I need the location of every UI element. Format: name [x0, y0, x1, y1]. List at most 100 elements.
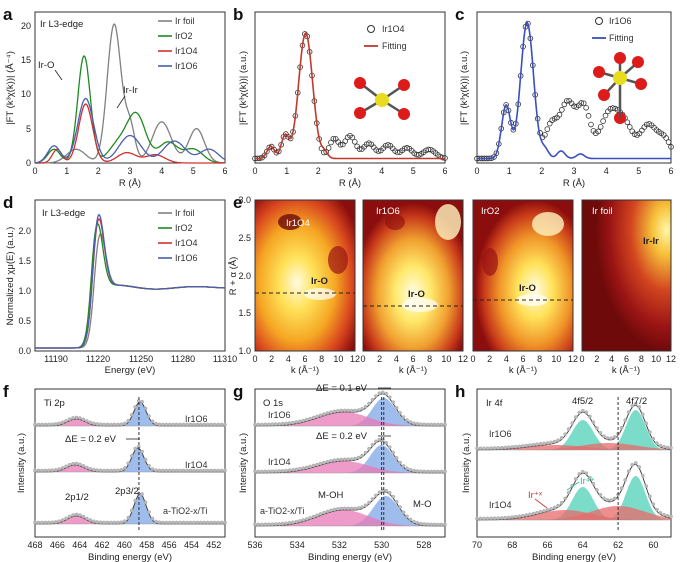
fitting-line: [255, 31, 445, 160]
data-point: [597, 124, 604, 130]
xps-data-point: [374, 439, 378, 444]
data-point: [325, 145, 332, 151]
xps-data-point: [74, 415, 79, 420]
xps-data-point: [140, 449, 144, 454]
legend-a-ir1o4: Ir1O4: [175, 46, 198, 56]
xps-data-point: [256, 522, 261, 527]
xps-data-point: [85, 516, 89, 521]
xps-data-point: [394, 456, 399, 460]
wt-map-iro2-frame: [472, 199, 574, 352]
xps-data-point: [133, 498, 137, 503]
xps-data-point: [391, 494, 395, 499]
xps-data-point: [538, 442, 543, 446]
panel-label-d: d: [3, 193, 13, 212]
data-point: [542, 132, 548, 138]
xps-data-point: [284, 521, 288, 526]
xps-data-point: [216, 520, 220, 525]
wt-map-ir1o4-dark-blob: [328, 246, 348, 274]
data-point: [624, 119, 631, 126]
panel-g: O 1s Ir1O6 Ir1O4 a-TiO2-x/Ti ΔE = 0.1 eV…: [238, 383, 447, 562]
xps-data-point: [91, 421, 96, 426]
xps-data-point: [126, 461, 131, 466]
xps-data-point: [662, 445, 666, 449]
xps-data-point: [171, 468, 175, 473]
xps-data-point: [363, 404, 368, 409]
xps-data-point: [123, 519, 127, 523]
xps-data-point: [322, 460, 326, 465]
xps-data-point: [482, 446, 486, 451]
o-atom-4: [398, 108, 410, 120]
xps-data-point: [291, 468, 295, 472]
xps-data-point: [205, 520, 210, 525]
panel-a-yticks: 0 5 10 15 20: [21, 21, 31, 168]
xps-data-point: [154, 519, 158, 524]
e-xtick: 8: [319, 354, 324, 364]
xps-data-point: [112, 520, 117, 525]
wt-map-ir1o6-bright-blob: [435, 204, 461, 240]
xps-data-point: [43, 468, 48, 473]
xps-data-point: [391, 450, 395, 455]
series-ir1o6: [35, 213, 225, 349]
xps-data-point: [325, 459, 330, 464]
data-point: [663, 135, 669, 141]
xps-data-point: [260, 422, 264, 427]
xps-data-point: [147, 464, 151, 468]
xps-data-point: [412, 421, 416, 426]
xps-data-point: [401, 464, 406, 468]
xps-data-point: [88, 518, 93, 522]
xps-data-point: [415, 521, 420, 525]
xps-data-point: [665, 514, 670, 518]
xps-data-point: [419, 469, 423, 474]
d-xtick-2: 11250: [129, 354, 153, 364]
xps-data-point: [595, 426, 599, 430]
xps-data-point: [478, 446, 483, 451]
xps-data-point: [346, 408, 351, 413]
d-ytick-3: 1.5: [18, 256, 31, 266]
xps-data-point: [129, 508, 134, 513]
xps-data-point: [349, 457, 354, 461]
xps-data-point: [78, 513, 82, 517]
panel-b-frame: [254, 11, 446, 164]
panel-f-title: Ti 2p: [44, 398, 65, 409]
d-xlabel: Energy (eV): [105, 365, 156, 376]
xps-data-point: [308, 464, 313, 469]
xps-data-point: [432, 422, 437, 427]
xps-data-point: [150, 516, 155, 521]
xps-component: [255, 496, 445, 526]
xps-data-point: [343, 457, 347, 462]
xps-data-point: [47, 468, 51, 473]
xps-xtick: 534: [290, 540, 305, 550]
xps-data-point: [305, 417, 309, 422]
g-m-oh: M-OH: [318, 490, 343, 501]
xps-data-point: [36, 468, 41, 473]
legend-a-ir1o6: Ir1O6: [175, 61, 198, 71]
xps-data-point: [510, 445, 515, 449]
xps-data-point: [332, 409, 337, 414]
e-xtick: 2: [594, 354, 599, 364]
xps-data-point: [57, 519, 61, 524]
legend-d-iro2: IrO2: [175, 223, 193, 233]
xps-data-point: [499, 445, 504, 450]
xps-data-point: [623, 478, 627, 482]
annot-arrow-ir-o: [54, 69, 63, 81]
xps-data-point: [91, 519, 96, 524]
wt-map-irfoil-name: Ir foil: [592, 206, 613, 217]
xps-data-point: [651, 436, 656, 441]
xps-component: [35, 448, 225, 472]
data-point: [264, 148, 270, 155]
xps-data-point: [95, 422, 99, 426]
xps-data-point: [542, 509, 546, 513]
xps-xtick: 452: [206, 540, 221, 550]
xps-data-point: [318, 512, 323, 516]
e-xtick: 2: [377, 354, 382, 364]
xps-data-point: [64, 419, 68, 423]
e-xtick: 12: [568, 354, 578, 364]
xps-data-point: [626, 410, 631, 414]
o-atom-3: [593, 66, 605, 78]
xps-data-point: [178, 422, 182, 427]
xps-data-point: [277, 422, 281, 426]
e-xtick: 6: [520, 354, 525, 364]
xps-data-point: [581, 408, 585, 413]
xps-data-point: [223, 468, 227, 473]
